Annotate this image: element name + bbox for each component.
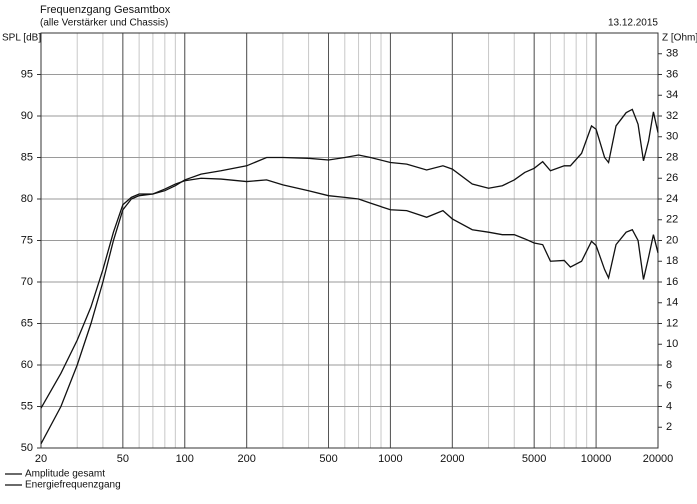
- y-tick-label: 50: [21, 442, 33, 454]
- x-tick-label: 20000: [643, 453, 674, 465]
- y2-tick-label: 38: [666, 48, 678, 60]
- y2-tick-label: 22: [666, 214, 678, 226]
- series-line: [40, 108, 659, 409]
- x-tick-label: 100: [176, 453, 194, 465]
- y2-tick-label: 6: [666, 380, 672, 392]
- y-tick-label: 60: [21, 359, 33, 371]
- chart-subtitle: (alle Verstärker und Chassis): [40, 18, 168, 29]
- x-tick-label: 500: [319, 453, 337, 465]
- y2-tick-label: 14: [666, 297, 678, 309]
- x-tick-label: 20: [35, 453, 47, 465]
- y2-tick-label: 36: [666, 68, 678, 80]
- y-tick-label: 80: [21, 193, 33, 205]
- x-tick-label: 2000: [440, 453, 464, 465]
- y-tick-label: 55: [21, 400, 33, 412]
- y2-tick-label: 30: [666, 131, 678, 143]
- y-tick-label: 95: [21, 68, 33, 80]
- y2-tick-label: 18: [666, 255, 678, 267]
- legend-label: Amplitude gesamt: [25, 469, 105, 480]
- y2-tick-label: 32: [666, 110, 678, 122]
- y-tick-label: 75: [21, 234, 33, 246]
- y-tick-label: 85: [21, 151, 33, 163]
- y-tick-label: 65: [21, 317, 33, 329]
- x-tick-label: 200: [237, 453, 255, 465]
- y2-axis-label: Z [Ohm]: [662, 33, 697, 44]
- y2-tick-label: 12: [666, 317, 678, 329]
- y2-tick-label: 16: [666, 276, 678, 288]
- y2-tick-label: 2: [666, 421, 672, 433]
- y-axis-label: SPL [dB]: [2, 33, 41, 44]
- x-tick-label: 5000: [522, 453, 546, 465]
- y2-tick-label: 28: [666, 151, 678, 163]
- y-tick-label: 70: [21, 276, 33, 288]
- y2-tick-label: 8: [666, 359, 672, 371]
- legend-label: Energiefrequenzgang: [25, 480, 121, 491]
- y2-tick-label: 34: [666, 89, 678, 101]
- x-tick-label: 10000: [581, 453, 612, 465]
- y2-tick-label: 26: [666, 172, 678, 184]
- y2-tick-label: 24: [666, 193, 678, 205]
- y2-tick-label: 4: [666, 400, 672, 412]
- y2-tick-label: 10: [666, 338, 678, 350]
- chart-title: Frequenzgang Gesamtbox: [40, 4, 171, 16]
- y2-tick-label: 20: [666, 234, 678, 246]
- y-tick-label: 90: [21, 110, 33, 122]
- plot-frame: [40, 32, 659, 449]
- series-line: [40, 177, 659, 445]
- chart-date: 13.12.2015: [608, 18, 658, 29]
- x-tick-label: 1000: [378, 453, 402, 465]
- x-tick-label: 50: [117, 453, 129, 465]
